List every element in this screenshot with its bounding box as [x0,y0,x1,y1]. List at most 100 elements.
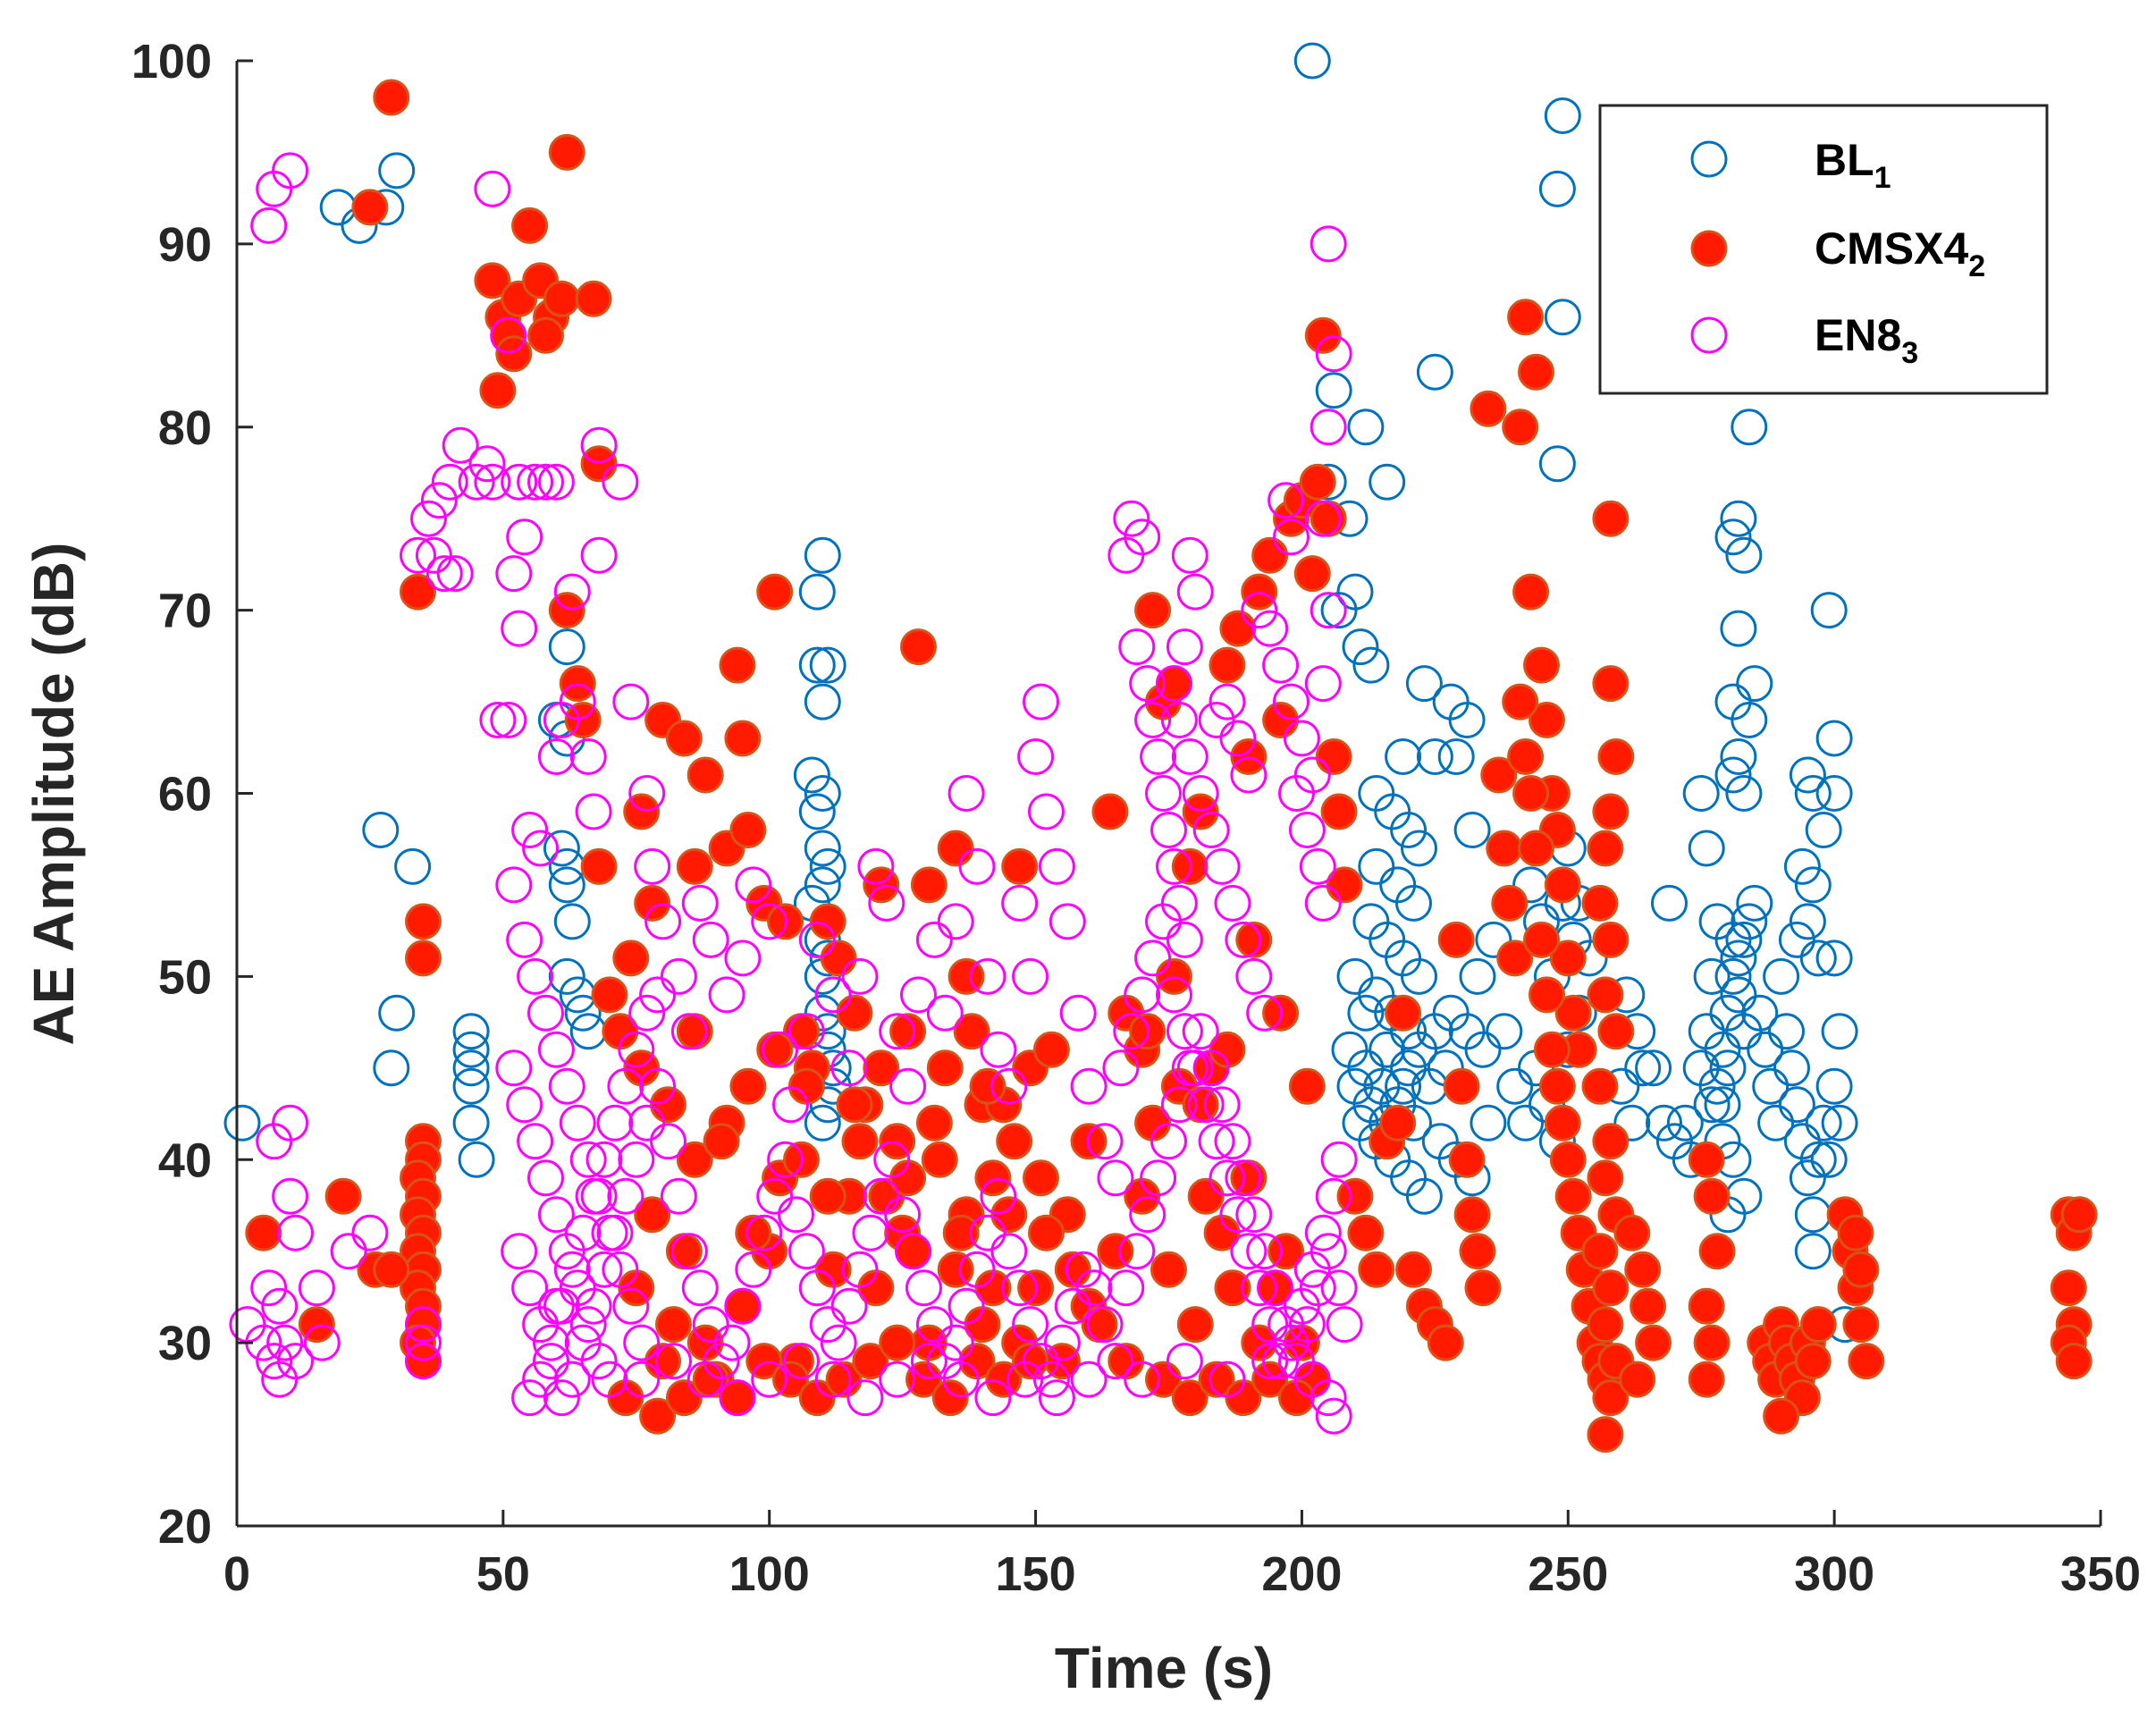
x-tick-label: 300 [1794,1547,1874,1601]
data-point-en8 [1107,1269,1145,1307]
data-point-en8 [1315,335,1352,373]
data-point-en8 [537,1196,575,1234]
data-point-en8 [1273,518,1310,556]
data-point-en8 [670,1013,708,1050]
data-point-en8 [1304,1214,1342,1251]
data-point-en8 [405,1306,442,1344]
data-point-bl [1725,536,1763,574]
data-point-bl [1405,665,1443,703]
data-point-en8 [681,1269,719,1307]
data-point-en8 [1166,1343,1203,1380]
data-point-en8 [1304,665,1342,703]
data-point-en8 [575,1177,612,1215]
data-point-en8 [602,1251,639,1288]
data-point-bl [1486,1013,1523,1050]
data-point-en8 [543,1287,580,1325]
data-point-en8 [947,1287,985,1325]
data-point-bl [1385,1067,1422,1105]
data-point-cmsx4 [1496,940,1534,977]
data-point-en8 [969,1214,1006,1251]
data-point-en8 [351,1214,389,1251]
x-axis-title: Time (s) [1055,1636,1273,1700]
data-point-en8 [501,463,538,501]
data-point-en8 [506,921,543,958]
y-tick-label: 60 [158,768,212,822]
data-point-cmsx4 [373,79,410,116]
data-point-cmsx4 [548,133,585,171]
data-point-bl [1416,353,1453,391]
legend: BL1 CMSX42 EN83 [1598,104,2049,395]
data-point-en8 [841,957,879,995]
data-point-en8 [1176,573,1214,611]
data-point-en8 [479,702,517,738]
data-point-bl [1720,738,1757,775]
data-point-cmsx4 [1630,1287,1667,1325]
data-point-cmsx4 [1848,1343,1885,1380]
data-point-en8 [1283,1287,1320,1325]
data-point-en8 [719,1379,756,1417]
data-point-cmsx4 [1347,1214,1385,1251]
data-point-en8 [787,1013,825,1050]
data-point-en8 [990,1067,1028,1105]
data-point-bl [1714,756,1752,794]
data-point-bl [1763,957,1800,995]
data-point-cmsx4 [1315,738,1352,775]
data-point-cmsx4 [1523,921,1560,958]
data-point-cmsx4 [1592,793,1630,830]
data-point-en8 [511,812,549,848]
data-point-cmsx4 [1288,1067,1326,1105]
data-point-bl [1709,994,1747,1032]
data-point-cmsx4 [1635,1324,1672,1361]
data-point-bl [1538,445,1576,483]
data-point-en8 [868,884,905,922]
data-point-cmsx4 [1592,921,1630,958]
data-point-cmsx4 [1512,573,1550,611]
data-point-en8 [735,1251,772,1288]
data-point-en8 [1065,1251,1102,1288]
data-point-cmsx4 [1592,1379,1630,1417]
data-point-en8 [1187,1086,1225,1124]
data-point-cmsx4 [1448,1141,1486,1178]
data-point-en8 [591,1361,628,1398]
data-point-cmsx4 [953,1013,990,1050]
data-point-en8 [628,1104,666,1142]
data-point-en8 [1038,1379,1075,1417]
data-point-en8 [1326,1306,1363,1344]
data-point-bl [1369,463,1406,501]
data-point-cmsx4 [724,720,762,757]
data-point-en8 [713,1324,751,1361]
data-point-en8 [490,702,527,738]
data-point-cmsx4 [324,1177,362,1215]
data-point-bl [452,1031,490,1068]
data-point-en8 [1102,1049,1140,1087]
data-point-en8 [958,847,996,885]
data-point-cmsx4 [612,940,650,977]
data-point-cmsx4 [1554,994,1592,1032]
data-point-en8 [1124,1361,1161,1398]
data-point-en8 [1134,940,1172,977]
data-point-bl [1401,830,1437,867]
data-point-bl [378,994,416,1032]
y-tick-label: 100 [131,35,212,88]
data-point-en8 [915,921,953,958]
data-point-en8 [857,847,895,885]
data-point-en8 [990,1233,1028,1270]
data-point-bl [804,830,841,867]
data-point-en8 [527,1159,564,1197]
data-point-bl [548,866,585,904]
data-point-en8 [762,1031,799,1068]
data-point-en8 [905,1269,942,1307]
data-point-en8 [559,683,596,720]
data-point-bl [804,866,841,904]
data-point-en8 [431,463,468,501]
data-point-cmsx4 [676,1141,713,1178]
data-point-bl [1315,372,1352,409]
y-ticks: 20 30 40 50 60 70 80 90 100 [131,35,253,1554]
data-point-bl [804,683,841,720]
data-point-cmsx4 [937,1251,974,1288]
data-point-en8 [1315,1177,1352,1215]
data-point-en8 [1032,1361,1070,1398]
data-point-cmsx4 [1320,793,1358,830]
data-point-en8 [533,1343,569,1380]
data-point-en8 [1049,903,1086,940]
